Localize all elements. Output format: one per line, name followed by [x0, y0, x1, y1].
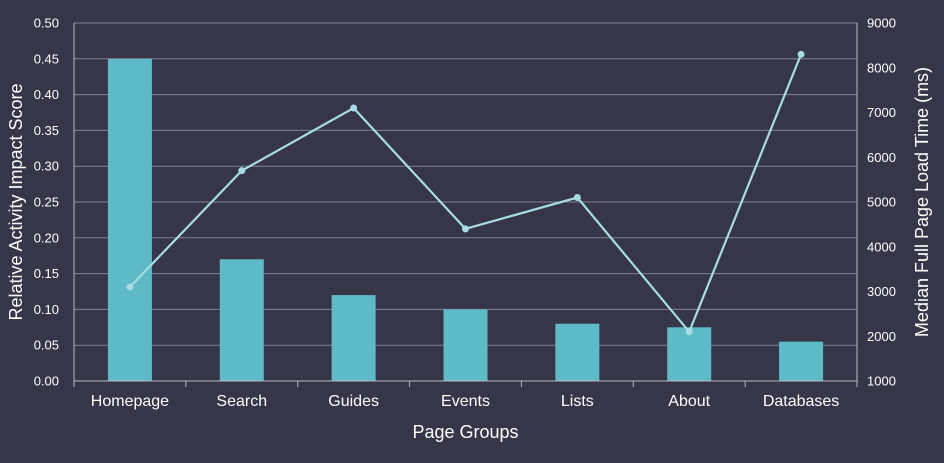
- bar: [555, 323, 600, 381]
- axes: 0.00 0.05 0.10 0.15 0.20 0.25 0.30 0.35 0.40 0.45…: [34, 16, 896, 411]
- y-tick-label: 0.40: [34, 87, 59, 102]
- y-tick-label: 0.10: [34, 302, 59, 317]
- y-tick-label: 0.00: [34, 374, 59, 389]
- gridlines: [74, 22, 857, 346]
- y2-tick-label: 3000: [867, 284, 896, 299]
- x-tick-label: About: [668, 393, 710, 410]
- x-axis-title: Page Groups: [412, 422, 518, 442]
- x-tick-label: Guides: [328, 393, 379, 410]
- y-tick-label: 0.30: [34, 159, 59, 174]
- line-point: [238, 167, 246, 175]
- line-point: [462, 225, 469, 233]
- y-axis-title: Relative Activity Impact Score: [6, 83, 26, 320]
- y2-tick-label: 8000: [867, 60, 896, 75]
- line-series: [126, 50, 805, 336]
- y2-tick-label: 7000: [867, 105, 896, 120]
- y2-tick-label: 5000: [867, 195, 896, 210]
- bar: [667, 327, 712, 381]
- line-point: [126, 283, 134, 291]
- x-tick-label: Databases: [763, 393, 840, 410]
- y-tick-label: 0.20: [34, 230, 59, 245]
- y2-tick-label: 4000: [867, 239, 896, 254]
- x-tick-label: Homepage: [91, 393, 169, 410]
- x-tick-label: Events: [441, 393, 490, 410]
- y2-tick-label: 1000: [867, 374, 896, 389]
- y-tick-label: 0.45: [34, 51, 59, 66]
- x-tick-label: Lists: [561, 393, 594, 410]
- line-point: [350, 104, 358, 112]
- y-tick-label: 0.50: [34, 16, 59, 31]
- y2-tick-label: 2000: [867, 329, 896, 344]
- y2-tick-label: 6000: [867, 150, 896, 165]
- x-tick-label: Search: [216, 393, 267, 410]
- bar: [443, 309, 488, 381]
- y-tick-label: 0.25: [34, 195, 59, 210]
- y-tick-label: 0.05: [34, 338, 59, 353]
- bar: [331, 295, 376, 381]
- line-point: [685, 328, 693, 336]
- y-tick-label: 0.15: [34, 266, 59, 281]
- bar: [107, 58, 152, 382]
- y2-axis-title: Median Full Page Load Time (ms): [912, 67, 932, 337]
- bar-series: [107, 58, 824, 382]
- y2-tick-label: 9000: [867, 16, 896, 31]
- line-point: [573, 194, 581, 202]
- bar: [219, 259, 264, 381]
- y-tick-label: 0.35: [34, 123, 59, 138]
- bar: [779, 341, 824, 381]
- line-point: [797, 50, 805, 58]
